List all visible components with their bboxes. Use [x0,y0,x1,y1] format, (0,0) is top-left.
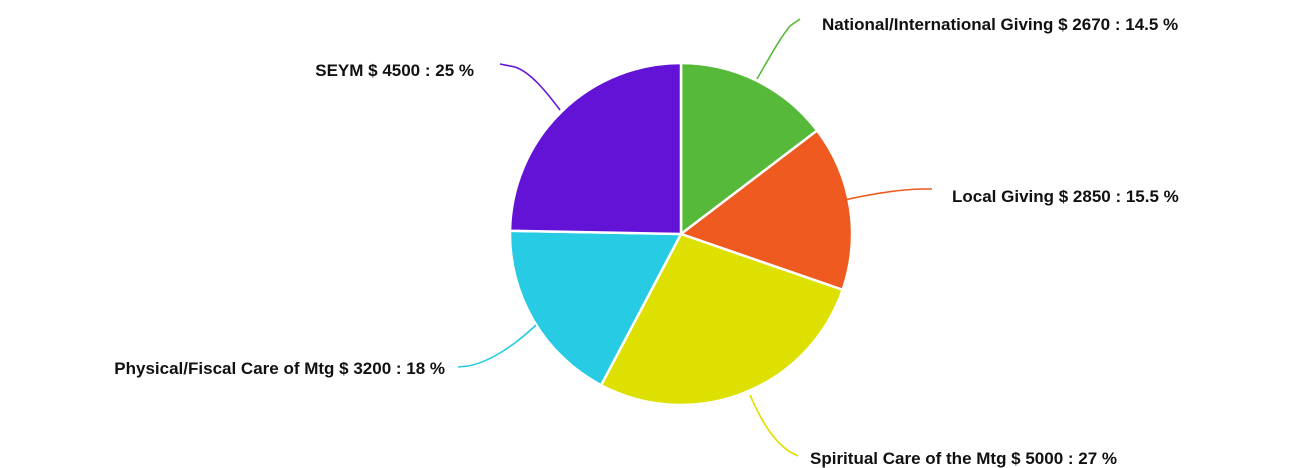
label-spiritual-care: Spiritual Care of the Mtg $ 5000 : 27 % [810,449,1117,468]
pie-slices [510,63,852,405]
leader-line-spiritual-care [750,395,798,456]
label-physical-fiscal-care: Physical/Fiscal Care of Mtg $ 3200 : 18 … [114,359,445,378]
label-national-international-giving: National/International Giving $ 2670 : 1… [822,15,1178,34]
label-local-giving: Local Giving $ 2850 : 15.5 % [952,187,1179,206]
slice-seym [510,63,681,234]
leader-line-local-giving [840,189,932,201]
leader-line-seym [500,64,560,110]
label-seym: SEYM $ 4500 : 25 % [315,61,474,80]
leader-line-national-international-giving [757,19,800,79]
leader-line-physical-fiscal-care [458,325,536,367]
